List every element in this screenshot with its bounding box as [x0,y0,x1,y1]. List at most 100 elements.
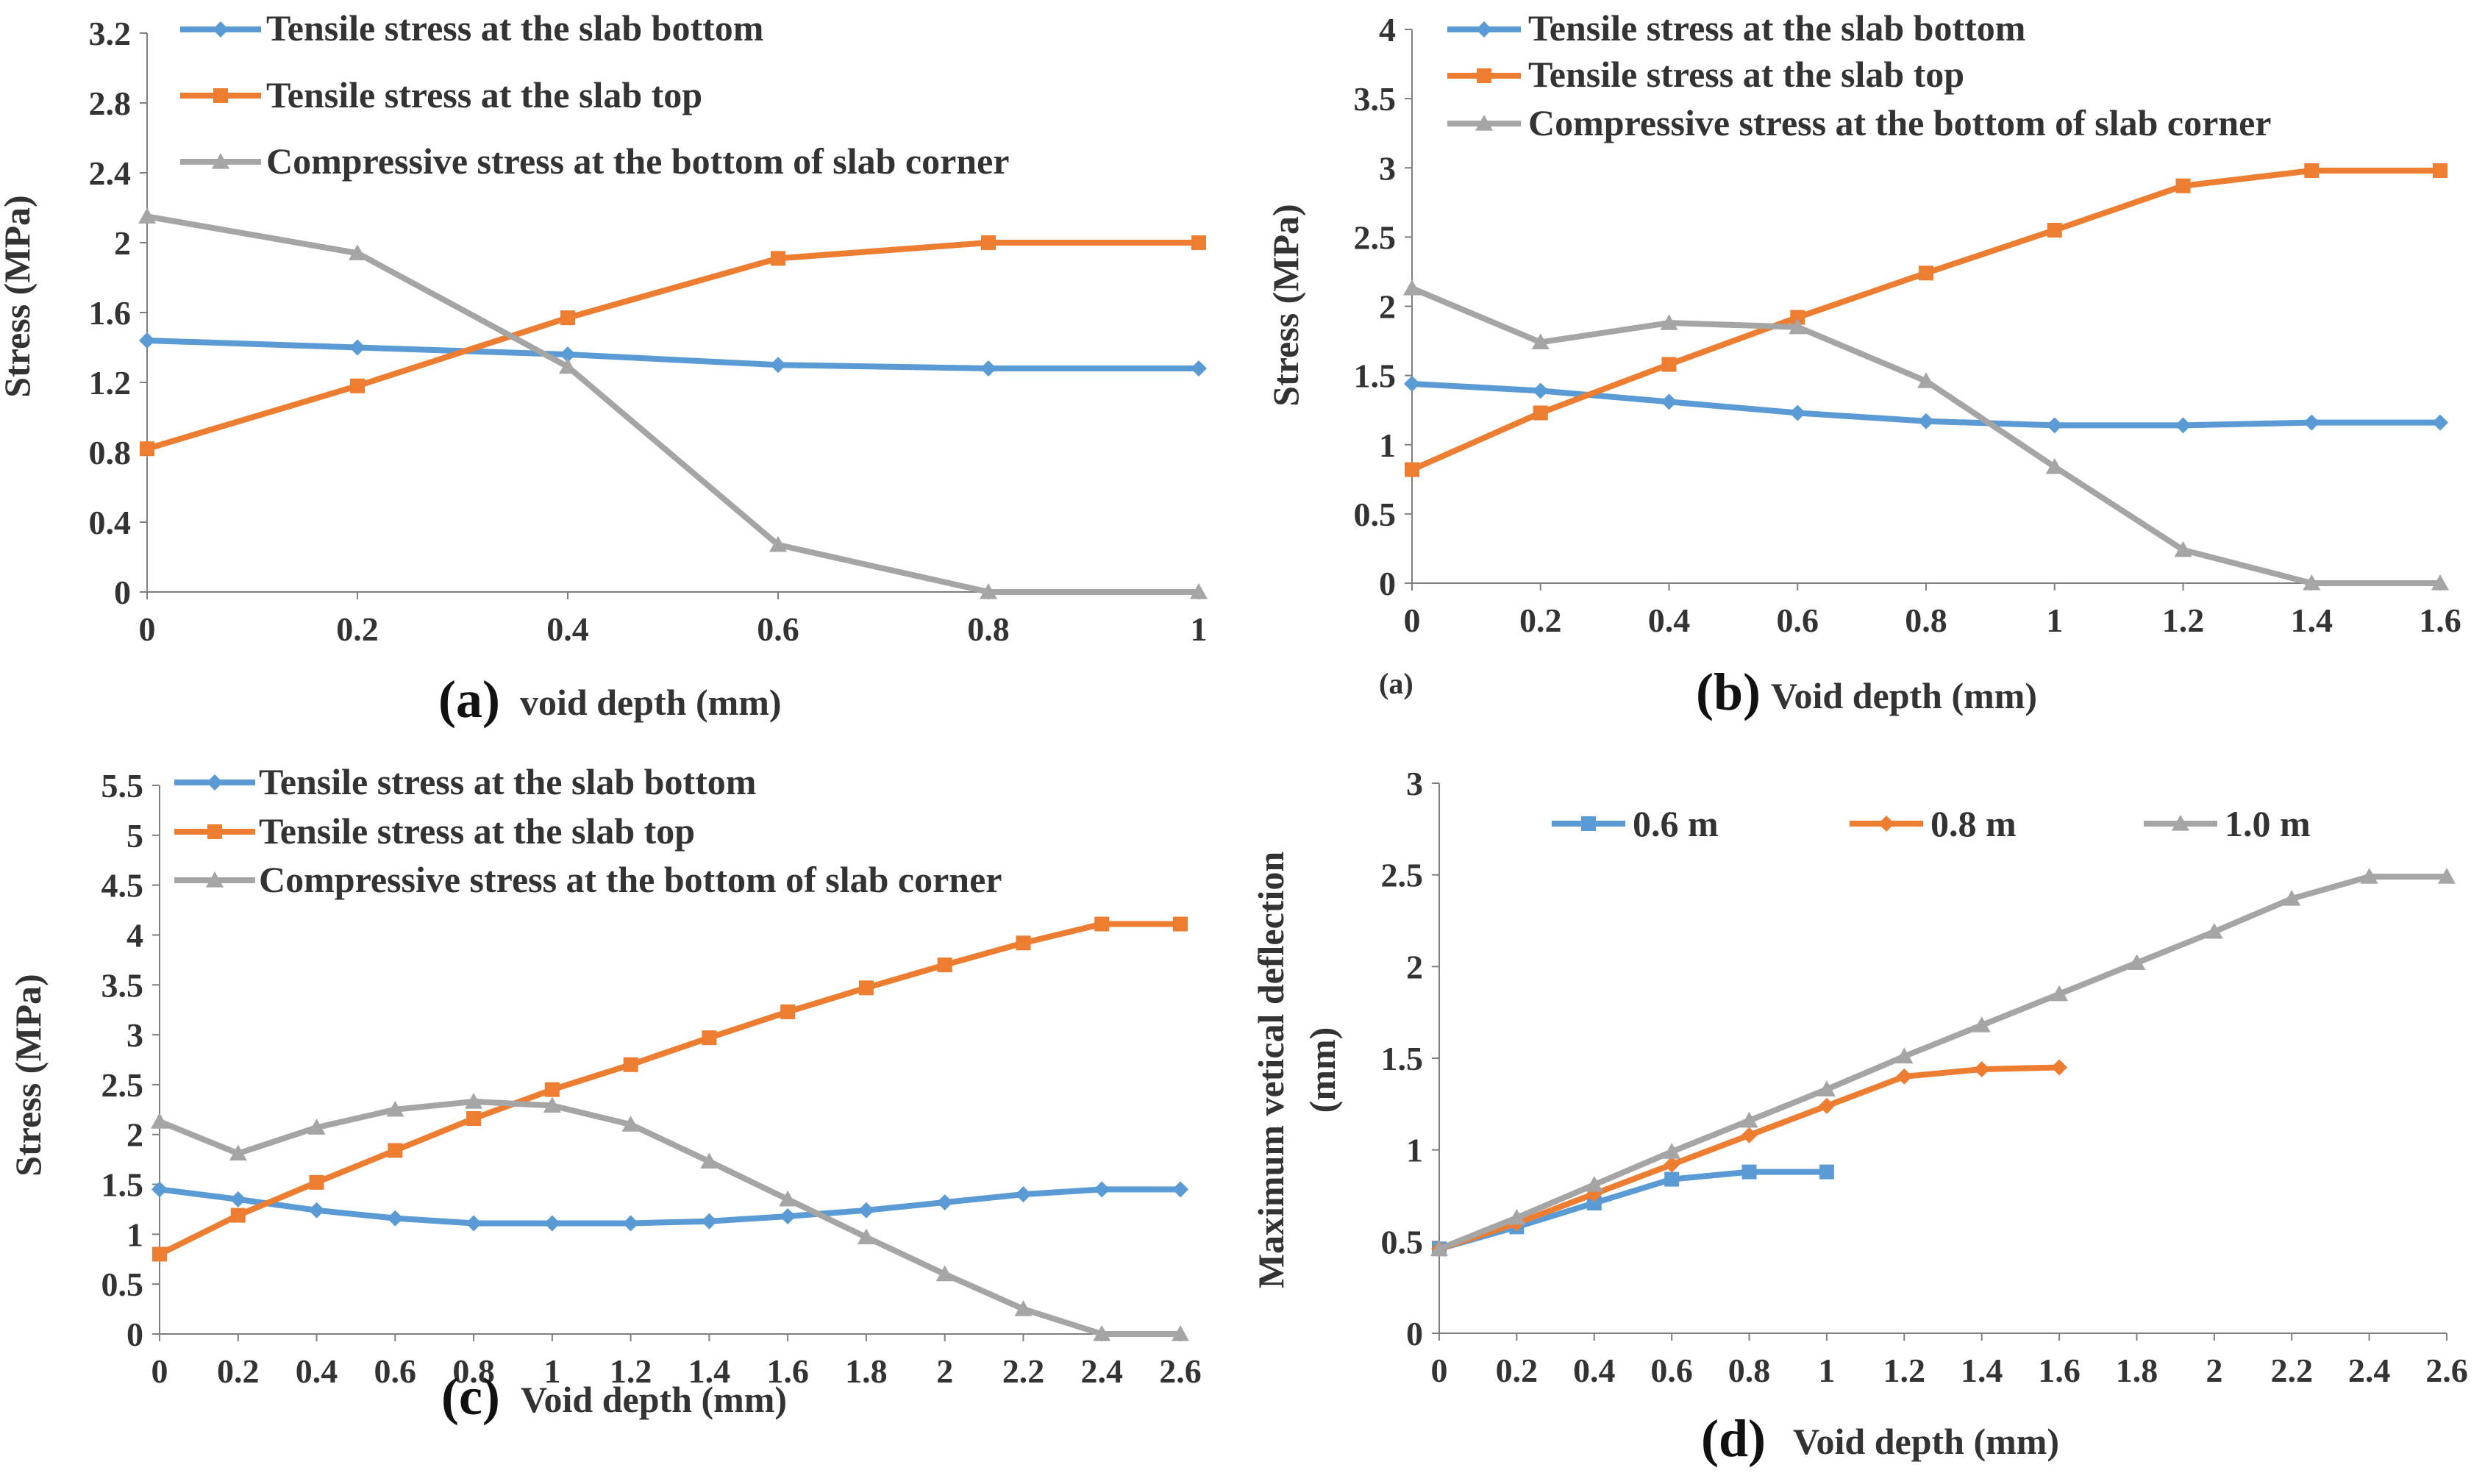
panel-c-legend: Tensile stress at the slab bottom Tensil… [174,761,1002,900]
panel-a-series-2-point [981,235,996,250]
panel-b-series-1-point [2432,414,2448,431]
panel-a-series-1-line [146,338,1199,371]
panel-b-y-tick-label: 1 [1379,427,1396,464]
panel-c-series-1-point [229,1191,246,1207]
panel-d-series-3-point [1972,1016,1991,1032]
panel-d-series-3-point [1508,1208,1526,1225]
panel-c-y-tick-label: 3.5 [101,966,144,1004]
panel-b-series-3-point [2174,541,2192,557]
panel-b-y-tick-label: 3.5 [1354,80,1397,118]
panel-d-letter: (d) [1701,1409,1766,1468]
panel-b-series-2-point [1405,462,1419,477]
panel-c-series-2-point [623,1057,638,1072]
panel-d-series-3-point [1430,1240,1448,1256]
panel-a-series-2-point [771,251,785,266]
panel-a-series-1-point [980,360,997,377]
panel-a-series-1-point [1191,360,1207,377]
panel-a-x-tick-label: 0 [139,610,156,648]
panel-d-y-tick-label: 2 [1406,948,1423,985]
panel-a-y-tick-label: 0.8 [89,434,132,471]
panel-b-series-3-point [1789,318,1807,335]
panel-c-legend-label-2: Tensile stress at the slab top [259,810,695,852]
panel-c-series-3-point [307,1119,326,1135]
panel-b-legend-swatch-marker [1475,115,1493,131]
panel-c-series-2-point [858,980,874,996]
panel-c-series-1-line [159,1186,1180,1227]
panel-d-series-2-point [1973,1060,1990,1077]
panel-c-legend-swatch-marker [207,824,222,839]
panel-c-legend-swatch-marker [206,871,224,888]
panel-c-series-1-point [1172,1181,1188,1198]
panel-a-y-tick-label: 0 [114,574,131,611]
panel-b-series-3-point [1531,333,1550,350]
panel-b-legend: Tensile stress at the slab bottom Tensil… [1447,7,2272,143]
panel-c-series-2-point [309,1174,324,1190]
panel-a-series-2-point [140,441,154,457]
panel-c-x-tick-label: 2.4 [1080,1352,1123,1390]
panel-b-legend-label-1: Tensile stress at the slab bottom [1528,7,2025,49]
panel-c-y-tick-label: 2 [126,1116,143,1154]
panel-d-x-tick-label: 0.2 [1496,1352,1539,1389]
panel-d-x-tick-label: 0.4 [1573,1352,1616,1389]
panel-d-series-3-point [2050,985,2069,1002]
panel-a-legend-swatch-marker [213,88,228,103]
panel-a-series-2-point [1191,235,1206,250]
panel-b-legend-swatch-marker [1476,21,1492,38]
panel-d-series-3-point [2283,890,2301,906]
panel-d-series [1430,868,2456,1258]
panel-a-y-tick-label: 0.4 [89,504,132,541]
panel-c-legend-label-1: Tensile stress at the slab bottom [259,761,756,802]
panel-a-series-3-point [980,583,997,599]
panel-d-x-tick-label: 1.8 [2116,1352,2158,1389]
panel-c-x-tick-label: 0 [151,1352,168,1390]
panel-b-y-tick-label: 3 [1379,149,1396,187]
panel-b-series-2-point [2175,178,2191,193]
panel-a-series-1-point [560,346,576,363]
panel-d-y-axis-title-line1: Maximum vetical deflection [1250,852,1291,1288]
panel-a-series-1-point [139,332,155,349]
panel-b-series-3-point [1660,314,1678,330]
panel-d-series-2-point [1818,1097,1835,1114]
panel-d-legend-label-3: 1.0 m [2225,803,2311,844]
panel-b: 0 0.5 1 1.5 2 2.5 3 3.5 4 0 0.2 0.4 0.6 0.8 1 1.2 1.4 1.6… [1265,7,2461,721]
panel-b-series-1-point [1789,404,1806,421]
panel-c-series-1-point [1094,1181,1110,1198]
panel-a-letter: (a) [438,670,500,729]
panel-b-legend-label-3: Compressive stress at the bottom of slab… [1528,102,2272,143]
panel-c-series-3-point [1014,1300,1033,1316]
panel-d-legend-label-1: 0.6 m [1633,803,1719,844]
panel-b-x-tick-label: 1 [2046,602,2063,639]
panel-c-legend-label-3: Compressive stress at the bottom of slab… [259,859,1002,900]
panel-d-x-tick-label: 1 [1818,1352,1835,1389]
panel-d-series-1-point [1741,1164,1757,1180]
panel-c-y-tick-label: 5.5 [101,767,144,805]
panel-c-x-tick-label: 0.4 [296,1352,338,1390]
panel-b-x-tick-label: 1.2 [2162,602,2205,639]
panel-c-series-2-point [1016,935,1031,951]
panel-b-x-tick-label: 0.2 [1519,602,1562,639]
panel-b-x-tick-label: 1.6 [2419,602,2461,639]
panel-d-x-tick-label: 0.8 [1728,1352,1771,1389]
panel-d-series-2-point [1896,1068,1913,1085]
panel-c-x-tick-label: 2.2 [1002,1352,1045,1390]
panel-c-series-2-point [544,1082,560,1097]
panel-a-y-tick-label: 3.2 [89,15,132,52]
panel-a-series [138,207,1208,599]
panel-c-series-3-point [543,1096,561,1113]
panel-a-series-1-point [770,357,786,374]
panel-c-series-2-point [388,1143,403,1158]
panel-c-series-3-point [1172,1325,1189,1341]
panel-b-x-tick-label: 0.6 [1777,602,1819,639]
panel-c-letter: (c) [441,1367,500,1426]
panel-d-series-3-point [2205,922,2223,939]
panel-c-series-3-point [700,1152,719,1169]
panel-c-series-1-point [936,1194,953,1210]
panel-b-y-tick-label: 2 [1379,288,1396,326]
panel-c-series-1-point [1015,1186,1032,1203]
panel-b-x-tick-label: 0.4 [1648,602,1691,639]
panel-b-letter: (b) [1696,663,1761,721]
panel-a-y-tick-label: 1.6 [89,294,132,332]
panel-c-y-tick-label: 0 [126,1316,143,1353]
panel-a-x-tick-label: 1 [1191,610,1208,648]
panel-b-series [1403,163,2449,591]
